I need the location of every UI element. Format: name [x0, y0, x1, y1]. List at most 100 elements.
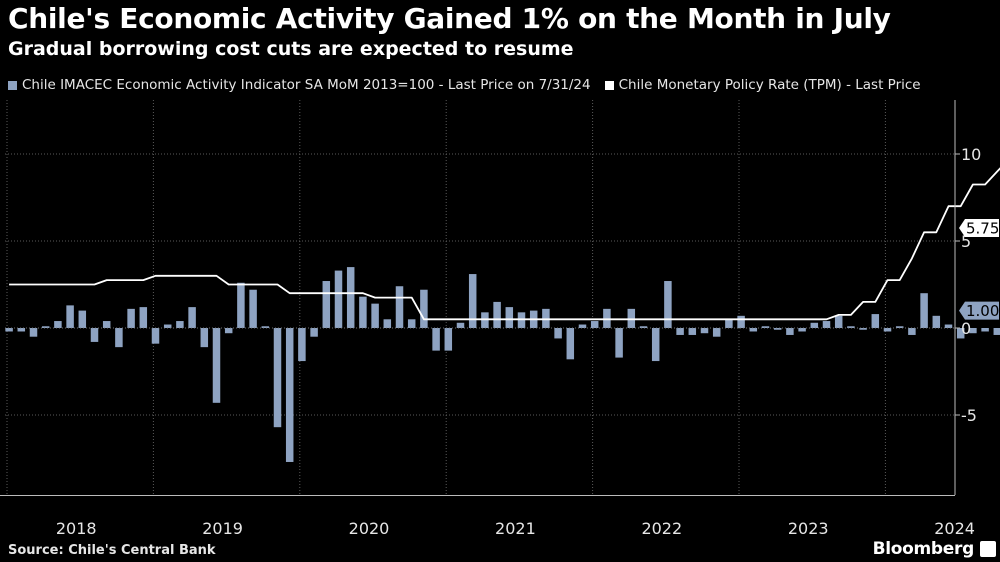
bar-imacec: [395, 286, 404, 328]
bar-imacec: [432, 328, 440, 351]
value-label-text: 1.00: [966, 302, 999, 320]
y-tick-label: 10: [961, 145, 981, 164]
bloomberg-terminal-icon: [980, 541, 996, 557]
bar-imacec: [944, 324, 953, 328]
bar-imacec: [249, 289, 257, 328]
y-tick-label: 0: [961, 319, 971, 338]
bar-imacec: [54, 321, 62, 328]
bar-imacec: [456, 322, 465, 328]
bar-imacec: [261, 326, 270, 328]
x-tick-label: 2020: [349, 519, 390, 538]
bar-imacec: [90, 328, 99, 342]
bar-imacec: [66, 305, 74, 328]
bar-imacec: [725, 319, 733, 328]
bar-imacec: [359, 296, 367, 328]
bar-imacec: [139, 307, 148, 328]
x-tick-label: 2022: [641, 519, 682, 538]
bar-imacec: [798, 328, 806, 332]
bar-imacec: [883, 328, 892, 332]
bar-imacec: [737, 315, 745, 328]
bar-imacec: [5, 328, 13, 332]
bar-imacec: [956, 328, 965, 339]
bar-imacec: [993, 328, 1000, 335]
value-label-bg: [959, 301, 999, 320]
bar-imacec: [420, 289, 428, 328]
bar-imacec: [41, 326, 50, 328]
bar-imacec: [322, 281, 331, 328]
bar-imacec: [285, 328, 294, 462]
bar-imacec: [407, 319, 416, 328]
bar-imacec: [590, 321, 599, 328]
bar-imacec: [932, 315, 941, 328]
legend-swatch-imacec: [8, 80, 17, 90]
bar-imacec: [822, 321, 831, 328]
bar-imacec: [310, 328, 318, 337]
bar-imacec: [871, 314, 880, 328]
bar-imacec: [468, 274, 477, 328]
bar-imacec: [298, 328, 306, 362]
y-tick-label: -5: [961, 406, 977, 425]
bar-imacec: [163, 324, 172, 328]
legend-item-tpm: Chile Monetary Policy Rate (TPM) - Last …: [604, 77, 921, 93]
value-label-group: 1.00: [959, 301, 999, 320]
bar-imacec: [371, 303, 379, 328]
y-tick-label: 5: [961, 232, 971, 251]
bar-imacec: [566, 328, 575, 360]
bar-imacec: [969, 328, 977, 334]
chart-subtitle: Gradual borrowing cost cuts are expected…: [8, 38, 574, 60]
bar-imacec: [981, 328, 989, 332]
bar-imacec: [554, 328, 562, 339]
bar-imacec: [334, 270, 343, 328]
bar-imacec: [346, 267, 355, 328]
bar-imacec: [651, 328, 660, 362]
x-tick-label: 2019: [202, 519, 243, 538]
bar-imacec: [102, 321, 111, 328]
bar-imacec: [224, 328, 233, 334]
bar-imacec: [712, 328, 721, 337]
bar-imacec: [761, 326, 770, 328]
bar-imacec: [578, 324, 587, 328]
bar-imacec: [115, 328, 123, 348]
legend-swatch-tpm: [604, 80, 614, 90]
bar-imacec: [444, 328, 453, 351]
legend: Chile IMACEC Economic Activity Indicator…: [8, 77, 935, 93]
bar-imacec: [212, 328, 221, 403]
bar-imacec: [615, 328, 623, 358]
bar-imacec: [664, 281, 672, 328]
bar-imacec: [188, 307, 196, 328]
x-tick-label: 2018: [56, 519, 97, 538]
x-tick-label: 2024: [934, 519, 975, 538]
bar-imacec: [908, 328, 916, 335]
legend-item-imacec: Chile IMACEC Economic Activity Indicator…: [8, 77, 591, 93]
x-tick-label: 2023: [788, 519, 829, 538]
bar-imacec: [78, 310, 87, 328]
source-note: Source: Chile's Central Bank: [8, 543, 216, 558]
bar-imacec: [273, 328, 282, 428]
bar-imacec: [895, 326, 904, 328]
bar-imacec: [505, 307, 514, 328]
bar-imacec: [847, 326, 855, 328]
bar-imacec: [859, 328, 867, 330]
x-tick-label: 2021: [495, 519, 536, 538]
bar-imacec: [176, 321, 184, 328]
bar-imacec: [700, 328, 709, 334]
bar-imacec: [151, 328, 160, 344]
bar-imacec: [688, 328, 697, 335]
bar-imacec: [17, 328, 26, 332]
legend-label-imacec: Chile IMACEC Economic Activity Indicator…: [22, 77, 591, 93]
bloomberg-logo: Bloomberg: [872, 539, 975, 559]
chart-title: Chile's Economic Activity Gained 1% on t…: [8, 2, 891, 35]
bar-imacec: [834, 315, 843, 328]
bar-imacec: [676, 328, 684, 335]
value-label-group: 5.75: [959, 218, 999, 237]
bar-imacec: [200, 328, 209, 348]
line-tpm: [9, 167, 1000, 321]
bar-imacec: [237, 282, 245, 328]
bar-imacec: [773, 328, 782, 330]
bar-imacec: [29, 328, 38, 337]
legend-label-tpm: Chile Monetary Policy Rate (TPM) - Last …: [618, 77, 921, 93]
bar-imacec: [749, 328, 758, 332]
bar-imacec: [639, 326, 648, 328]
value-label-text: 5.75: [966, 219, 999, 237]
